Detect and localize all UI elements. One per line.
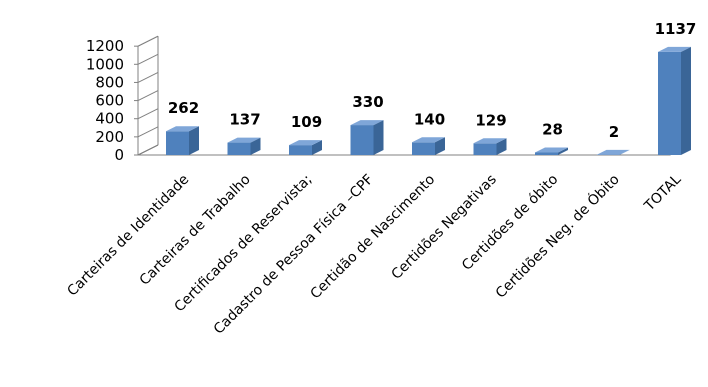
bar-side: [496, 138, 507, 155]
data-label: 109: [291, 113, 322, 131]
bar-front: [166, 131, 189, 155]
y-tick-depth: [137, 90, 159, 102]
y-tick-depth: [137, 53, 159, 65]
bar: [350, 120, 384, 155]
bar-side: [250, 137, 261, 155]
bar: [412, 137, 445, 155]
bar-top: [658, 46, 691, 52]
bar-top: [166, 126, 199, 132]
y-tick-depth: [137, 108, 159, 120]
data-label: 1137: [655, 20, 697, 38]
y-tick-label: 200: [95, 128, 124, 146]
bar-side: [435, 137, 445, 155]
bar-side: [558, 147, 568, 155]
bar-top: [596, 149, 630, 155]
bar-front: [350, 125, 374, 155]
data-label: 129: [475, 111, 506, 129]
bar-front: [227, 142, 251, 155]
bar: [658, 46, 691, 155]
bar-top: [227, 137, 261, 143]
bar-side: [189, 126, 199, 155]
category-label: Certidões Negativas: [389, 172, 500, 283]
bar-front: [412, 142, 435, 155]
bar: [227, 137, 261, 155]
bar-side: [312, 140, 322, 155]
y-tick-depth: [137, 35, 159, 47]
bar-top: [289, 140, 322, 146]
bar-top: [473, 138, 507, 144]
y-tick-label: 0: [114, 146, 124, 164]
y-tick-label: 800: [95, 73, 124, 91]
bar: [535, 147, 568, 155]
y-tick-depth: [137, 144, 159, 156]
bar-front: [473, 143, 497, 155]
bar-front: [289, 145, 312, 155]
y-tick-label: 400: [95, 110, 124, 128]
data-label: 330: [352, 93, 383, 111]
bar-side: [681, 46, 691, 155]
bar-side: [373, 120, 384, 155]
category-label: Certidão de Nascimento: [307, 172, 438, 303]
y-tick-label: 1000: [86, 55, 124, 73]
data-label: 137: [229, 111, 260, 129]
bar: [596, 149, 630, 155]
y-tick-label: 1200: [86, 37, 124, 55]
bar: [166, 126, 199, 155]
bar-front: [658, 51, 681, 155]
y-tick-depth: [137, 126, 159, 138]
y-tick-depth: [137, 71, 159, 83]
y-tick-label: 600: [95, 92, 124, 110]
category-label: Carteiras de Trabalho: [137, 172, 254, 289]
bar-side: [619, 149, 630, 155]
chart-bars: [166, 46, 691, 155]
category-label: TOTAL: [641, 171, 685, 215]
data-labels: 262 137 109 330 140 129 28 2 1137: [168, 20, 697, 141]
bar: [289, 140, 322, 155]
data-label: 2: [609, 123, 619, 141]
data-label: 140: [414, 110, 445, 128]
data-label: 262: [168, 99, 199, 117]
bar: [473, 138, 507, 155]
data-label: 28: [542, 120, 563, 138]
chart-axes: [137, 35, 691, 156]
bar-top: [535, 147, 568, 153]
category-label: Carteiras de Identidade: [64, 172, 192, 300]
category-label: Certidões Neg. de Óbito: [491, 170, 623, 302]
bar-front: [535, 152, 558, 155]
bar-top: [350, 120, 384, 126]
bar-top: [412, 137, 445, 143]
